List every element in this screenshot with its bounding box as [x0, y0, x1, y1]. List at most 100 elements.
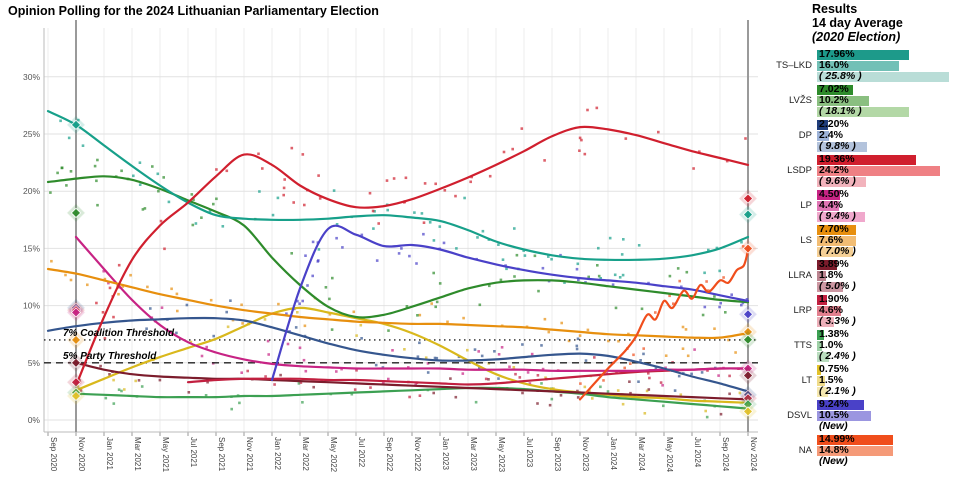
result-bar-value: 1.0% [819, 339, 843, 351]
result-bar-value: ( 9.8% ) [819, 140, 856, 152]
result-bar-line: 24.2% [817, 165, 958, 176]
polling-chart: 0% 5% 10% 15% 20% 25% 30% Sep 2020 Nov 2020 Jan 2… [23, 20, 758, 473]
x-axis-tick-label: Nov 2022 [413, 437, 422, 472]
result-bar-line: 2.20% [817, 119, 958, 130]
x-axis-tick-label: Mar 2023 [469, 437, 478, 471]
result-bar-line: ( 9.4% ) [817, 211, 958, 222]
election-result-diamond [70, 119, 82, 131]
result-bar-line: 19.36% [817, 154, 958, 165]
result-bar-line: 14.8% [817, 445, 958, 456]
x-axis-tick-label: Sep 2024 [721, 437, 730, 472]
result-bar [817, 306, 841, 316]
party-abbr-label: LS [800, 235, 812, 246]
result-bar [817, 446, 893, 456]
result-bar-value: 14.8% [819, 444, 849, 456]
result-bar-value: 24.2% [819, 164, 849, 176]
party-result-row: TTS 1.38% 1.0%( 2.4% ) [762, 329, 958, 362]
party-bars: 17.96% 16.0%( 25.8% ) [817, 49, 958, 82]
result-bar-value: ( 3.3% ) [819, 315, 856, 327]
result-bar-value: 1.5% [819, 374, 843, 386]
result-bar-value: 1.90% [819, 293, 849, 305]
result-bar-value: 10.5% [819, 409, 849, 421]
x-axis-tick-label: Jul 2023 [525, 437, 534, 468]
result-bar-line: ( 7.0% ) [817, 246, 958, 257]
result-bar [817, 247, 853, 257]
result-bar-line: 4.4% [817, 200, 958, 211]
result-bar-value: 9.24% [819, 398, 849, 410]
result-bar-value: 4.50% [819, 188, 849, 200]
result-bar [817, 400, 865, 410]
result-bar [817, 352, 830, 362]
result-bar-value: ( 18.1% ) [819, 105, 862, 117]
x-axis-tick-label: May 2024 [665, 437, 674, 473]
result-bar [817, 131, 830, 141]
result-bar [817, 120, 829, 130]
result-bar-line: 10.5% [817, 410, 958, 421]
election-result-diamond [742, 406, 754, 417]
result-bar [817, 271, 827, 281]
result-bar-line: ( 2.1% ) [817, 386, 958, 397]
result-bar-line: 9.24% [817, 399, 958, 410]
result-bar [817, 387, 828, 397]
result-bar [817, 96, 869, 106]
x-axis-tick-label: Jan 2021 [105, 437, 114, 470]
trend-line-LSDP [74, 125, 750, 387]
result-bar-line: ( 5.0% ) [817, 281, 958, 292]
x-axis-tick-label: Nov 2021 [245, 437, 254, 472]
trend-line-LS [46, 267, 750, 340]
x-axis-tick-label: Sep 2023 [553, 437, 562, 472]
result-bar-line: 3.89% [817, 259, 958, 270]
party-result-row: DSVL 9.24% 10.5% (New) [762, 399, 958, 432]
result-bar-line: 7.02% [817, 84, 958, 95]
election-result-diamond [742, 193, 754, 204]
x-axis-tick-label: Mar 2024 [637, 437, 646, 471]
election-result-diamond [742, 334, 754, 345]
party-abbr-label: DP [798, 130, 812, 141]
party-bars: 0.75% 1.5%( 2.1% ) [817, 364, 958, 397]
x-axis-tick-label: Jul 2024 [693, 437, 702, 468]
result-bar [817, 317, 834, 327]
result-bar-value: ( 25.8% ) [819, 70, 862, 82]
x-axis-tick-label: Nov 2020 [77, 437, 86, 472]
results-header-line2: 14 day Average [812, 16, 903, 30]
party-abbr-label: LSDP [787, 165, 812, 176]
result-bar-line: (New) [817, 421, 958, 432]
trend-line-LLRA [74, 361, 750, 401]
trend-line-LVŽS [46, 175, 750, 319]
result-bar-line: 7.70% [817, 224, 958, 235]
result-bar-value: 4.4% [819, 199, 843, 211]
party-bars: 9.24% 10.5% (New) [817, 399, 958, 432]
x-axis-tick-label: Jul 2021 [189, 437, 198, 468]
result-bar-value: ( 9.6% ) [819, 175, 856, 187]
x-axis-tick-label: Jan 2024 [609, 437, 618, 470]
result-bar-line: 14.99% [817, 434, 958, 445]
result-bar-line: ( 9.6% ) [817, 176, 958, 187]
result-bar-value: ( 5.0% ) [819, 280, 856, 292]
polling-chart-canvas: 0% 5% 10% 15% 20% 25% 30% Sep 2020 Nov 2020 Jan 2… [23, 20, 758, 473]
x-axis-tick-label: Mar 2021 [133, 437, 142, 471]
trend-line-NA [578, 249, 750, 401]
election-result-diamond [742, 370, 754, 381]
result-bar-line: ( 3.3% ) [817, 316, 958, 327]
party-abbr-label: LRP [793, 305, 812, 316]
x-axis-tick-label: Sep 2022 [385, 437, 394, 472]
party-bars: 14.99% 14.8% (New) [817, 434, 958, 467]
result-bar-line: 1.0% [817, 340, 958, 351]
party-abbr-label: LLRA [788, 270, 812, 281]
party-result-row: LS 7.70% 7.6%( 7.0% ) [762, 224, 958, 257]
result-bar [817, 435, 894, 445]
x-axis-tick-label: Jan 2023 [441, 437, 450, 470]
result-bar-line: 1.90% [817, 294, 958, 305]
y-axis-tick-label: 30% [23, 72, 40, 82]
result-bar-value: 10.2% [819, 94, 849, 106]
x-axis-tick-label: May 2021 [161, 437, 170, 473]
x-axis-labels: Sep 2020 Nov 2020 Jan 2021 Mar 2021 May 2021… [49, 437, 758, 473]
result-bar-value: 2.20% [819, 118, 849, 130]
result-bar-value: 7.6% [819, 234, 843, 246]
party-result-row: LRP 1.90% 4.6%( 3.3% ) [762, 294, 958, 327]
result-bar-value: (New) [819, 420, 848, 432]
x-axis-tick-label: Sep 2021 [217, 437, 226, 472]
trend-line-LP [74, 235, 750, 372]
party-result-row: LVŽS 7.02% 10.2%( 18.1% ) [762, 84, 958, 117]
party-bars: 7.70% 7.6%( 7.0% ) [817, 224, 958, 257]
